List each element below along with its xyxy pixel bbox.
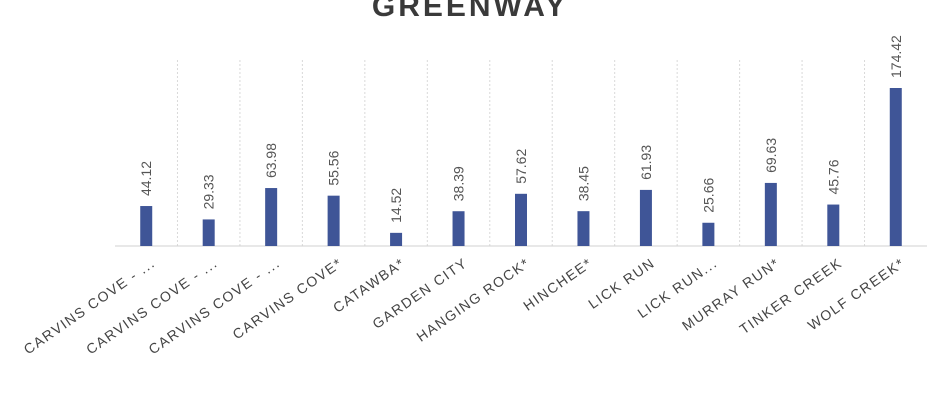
bar xyxy=(327,195,340,246)
bar xyxy=(577,211,590,246)
x-tick-label: CARVINS COVE* xyxy=(229,254,345,342)
value-label: 55.56 xyxy=(326,150,342,185)
value-label: 44.12 xyxy=(138,161,154,196)
value-label: 25.66 xyxy=(700,178,716,213)
value-label: 69.63 xyxy=(763,138,779,173)
bar xyxy=(827,204,840,246)
x-tick-label: HANGING ROCK* xyxy=(413,254,532,344)
bar xyxy=(889,88,902,246)
x-tick-label: TINKER CREEK xyxy=(736,254,845,337)
value-label: 63.98 xyxy=(263,143,279,178)
bar xyxy=(515,193,527,246)
value-label: 14.52 xyxy=(388,188,404,223)
value-label: 38.45 xyxy=(575,166,591,201)
value-label: 61.93 xyxy=(638,145,654,180)
bar xyxy=(764,182,777,246)
value-label: 45.76 xyxy=(825,159,841,194)
value-label: 174.42 xyxy=(888,35,904,78)
value-label: 38.39 xyxy=(451,166,467,201)
bar xyxy=(639,189,652,246)
bar xyxy=(702,222,715,246)
bar xyxy=(202,219,215,246)
value-label: 29.33 xyxy=(201,174,217,209)
chart-title: GREENWAY xyxy=(372,0,568,23)
x-tick-label: HINCHEE* xyxy=(520,254,595,313)
value-label: 57.62 xyxy=(513,149,529,184)
bar xyxy=(265,188,278,246)
bar xyxy=(390,232,403,246)
bar xyxy=(452,211,465,246)
bar xyxy=(140,206,153,246)
